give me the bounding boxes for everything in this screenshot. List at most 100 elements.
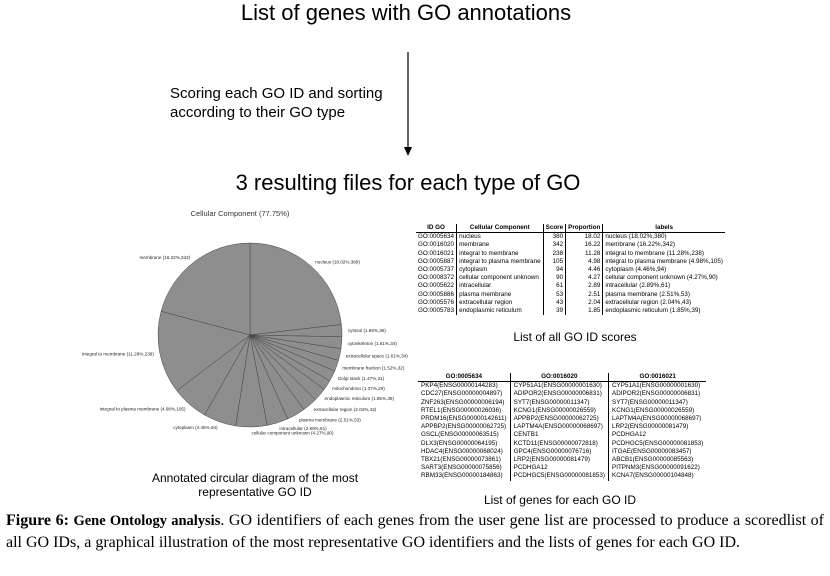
- cell: ZNF263(ENSG00000006194): [418, 398, 511, 407]
- cell: KCNA7(ENSG00000104848): [612, 472, 694, 480]
- cell: plasma membrane: [456, 290, 544, 299]
- slice-label: cytoplasm (4.46%,94): [173, 425, 218, 430]
- cell: GO:0005576: [416, 298, 458, 308]
- pie-slice: [157, 311, 251, 392]
- cell: PCDHGC5(ENSG00000081853): [612, 439, 704, 447]
- cell: 18.02: [565, 232, 604, 242]
- cell: APPBP2(ENSG00000062725): [510, 415, 610, 424]
- cell: LAPTM4A(ENSG00000068697): [510, 423, 610, 432]
- figure-label: Figure 6:: [6, 512, 69, 529]
- cell: ITGAE(ENSG00000083457): [612, 447, 692, 455]
- cell: GO:0005783: [416, 307, 458, 316]
- cell: TBX21(ENSG00000073861): [418, 456, 511, 465]
- cell: integral to plasma membrane: [456, 257, 544, 267]
- cell: 53: [543, 290, 567, 299]
- cell: DLX3(ENSG00000064195): [418, 439, 511, 448]
- cell: 380: [543, 232, 567, 242]
- figure-text: . GO identifiers of each genes from the …: [6, 512, 825, 551]
- column-header: ID GO: [416, 224, 458, 234]
- pie-chart: Cellular Component (77.75%) nucleus (18.…: [82, 209, 409, 435]
- cell: SART3(ENSG00000075856): [418, 464, 511, 473]
- row: GO:0005887 integral to plasma membrane 105…: [416, 257, 725, 267]
- column-header: Score: [543, 224, 567, 234]
- cell: 61: [543, 282, 567, 291]
- cell: GO:0016020: [416, 241, 458, 250]
- pie-caption: Annotated circular diagram of the most r…: [130, 471, 380, 499]
- slice-label: cytosol (1.66%,35): [348, 328, 387, 333]
- cell: LRP2(ENSG00000081479): [510, 456, 610, 465]
- cell: 94: [543, 266, 567, 275]
- subtitle: 3 resulting files for each type of GO: [235, 170, 581, 195]
- slice-label: endoplasmic reticulum (1.85%,39): [325, 396, 395, 401]
- slice-label: nucleus (18.02%,380): [315, 259, 360, 264]
- slice-label: intracellular (2.89%,61): [279, 426, 327, 431]
- slice-label: membrane fraction (1.52%,32): [342, 365, 405, 370]
- arrow-layer: [404, 52, 412, 156]
- pie-slice: [160, 242, 251, 336]
- row: TBX21(ENSG00000073861) LRP2(ENSG000000814…: [418, 456, 706, 465]
- row: DLX3(ENSG00000064195) KCTD11(ENSG00000072…: [418, 439, 706, 448]
- cell: RBM33(ENSG00000184863): [418, 472, 511, 481]
- cell: GPC4(ENSG00000076716): [510, 447, 610, 457]
- cell: GO:0005887: [416, 257, 458, 267]
- cell: intracellular (2.89%,61): [605, 282, 671, 290]
- caption-line: representative GO ID: [198, 485, 312, 499]
- row: GSCL(ENSG00000063515) CENTB1 PCDHGA12: [418, 431, 706, 440]
- slice-label: cellular component unknown (4.27%,90): [252, 430, 334, 435]
- cell: CENTB1: [510, 431, 610, 440]
- column-header: Cellular Component: [456, 224, 544, 234]
- cell: cytoplasm: [456, 266, 544, 275]
- arrow-head: [404, 147, 412, 156]
- cell: plasma membrane (2.51%,53): [605, 290, 691, 298]
- row: GO:0016021 integral to membrane 238 11.28 in…: [416, 249, 725, 258]
- row: GO:0016020 membrane 342 16.22 membrane (16.2…: [416, 241, 725, 250]
- cell: 4.46: [565, 266, 604, 275]
- figure-caption: Figure 6: Gene Ontology analysis. GO ide…: [6, 510, 824, 553]
- cell: nucleus: [456, 232, 544, 242]
- slice-label: plasma membrane (2.51%,53): [299, 417, 361, 422]
- cell: LAPTM4A(ENSG00000068697): [612, 415, 702, 423]
- column-header: GO:0016021: [608, 373, 707, 383]
- row: ZNF263(ENSG00000006194) SYT7(ENSG00000011…: [418, 398, 706, 407]
- slice-label: integral to plasma membrane (4.98%,105): [100, 406, 186, 411]
- cell: cellular component unknown (4.27%,90): [605, 274, 718, 282]
- cell: CYP51A1(ENSG00000001630): [612, 382, 701, 390]
- cell: CYP51A1(ENSG00000001630): [510, 381, 610, 391]
- row: PKP4(ENSG00000144283) CYP51A1(ENSG0000000…: [418, 381, 706, 391]
- cell: intracellular: [456, 282, 544, 291]
- column-header: GO:0016020: [510, 373, 610, 383]
- cell: 4.98: [565, 257, 604, 267]
- row: CDC27(ENSG00000004897) ADIPOR2(ENSG000000…: [418, 390, 706, 399]
- cell: SYT7(ENSG00000011347): [510, 398, 610, 407]
- cell: 39: [543, 307, 567, 316]
- cell: ADIPOR2(ENSG00000006831): [510, 390, 610, 399]
- row: GO:0008372 cellular component unknown 90 4.…: [416, 274, 725, 283]
- cell: LRP2(ENSG00000081479): [612, 423, 689, 431]
- cell: membrane: [456, 241, 544, 250]
- cell: 2.89: [565, 282, 604, 291]
- cell: KCNG1(ENSG00000026559): [510, 406, 610, 416]
- title: List of genes with GO annotations: [240, 0, 572, 25]
- cell: 105: [543, 257, 567, 267]
- cell: 2.04: [565, 298, 604, 308]
- cell: ADIPOR2(ENSG00000006831): [612, 390, 701, 398]
- cell: 11.28: [565, 249, 604, 258]
- cell: GSCL(ENSG00000063515): [418, 431, 511, 440]
- cell: GO:0005737: [416, 266, 458, 275]
- header-row: ID GO Cellular Component Score Proportion la…: [416, 224, 725, 234]
- slice-label: extracellular region (2.04%,43): [314, 407, 377, 412]
- row: GO:0005576 extracellular region 43 2.04 extr…: [416, 298, 725, 308]
- cell: cytoplasm (4.46%,94): [605, 266, 667, 274]
- cell: 4.27: [565, 274, 604, 283]
- row: GO:0005783 endoplasmic reticulum 39 1.85 end…: [416, 307, 725, 316]
- slice-label: extracellular space (1.61%,34): [346, 353, 409, 358]
- cell: 1.85: [565, 307, 604, 316]
- genes-table: GO:0005634 GO:0016020 GO:0016021 PKP4(ENSG0…: [418, 373, 707, 481]
- cell: nucleus (18.02%,380): [605, 233, 667, 241]
- row: GO:0005634 nucleus 380 18.02 nucleus (18.02%…: [416, 232, 725, 242]
- cell: APPBP2(ENSG00000062725): [418, 423, 511, 432]
- step-line: according to their GO type: [170, 104, 346, 121]
- cell: HDAC4(ENSG00000068024): [418, 447, 511, 457]
- cell: 238: [543, 249, 567, 258]
- cell: PKP4(ENSG00000144283): [418, 381, 511, 391]
